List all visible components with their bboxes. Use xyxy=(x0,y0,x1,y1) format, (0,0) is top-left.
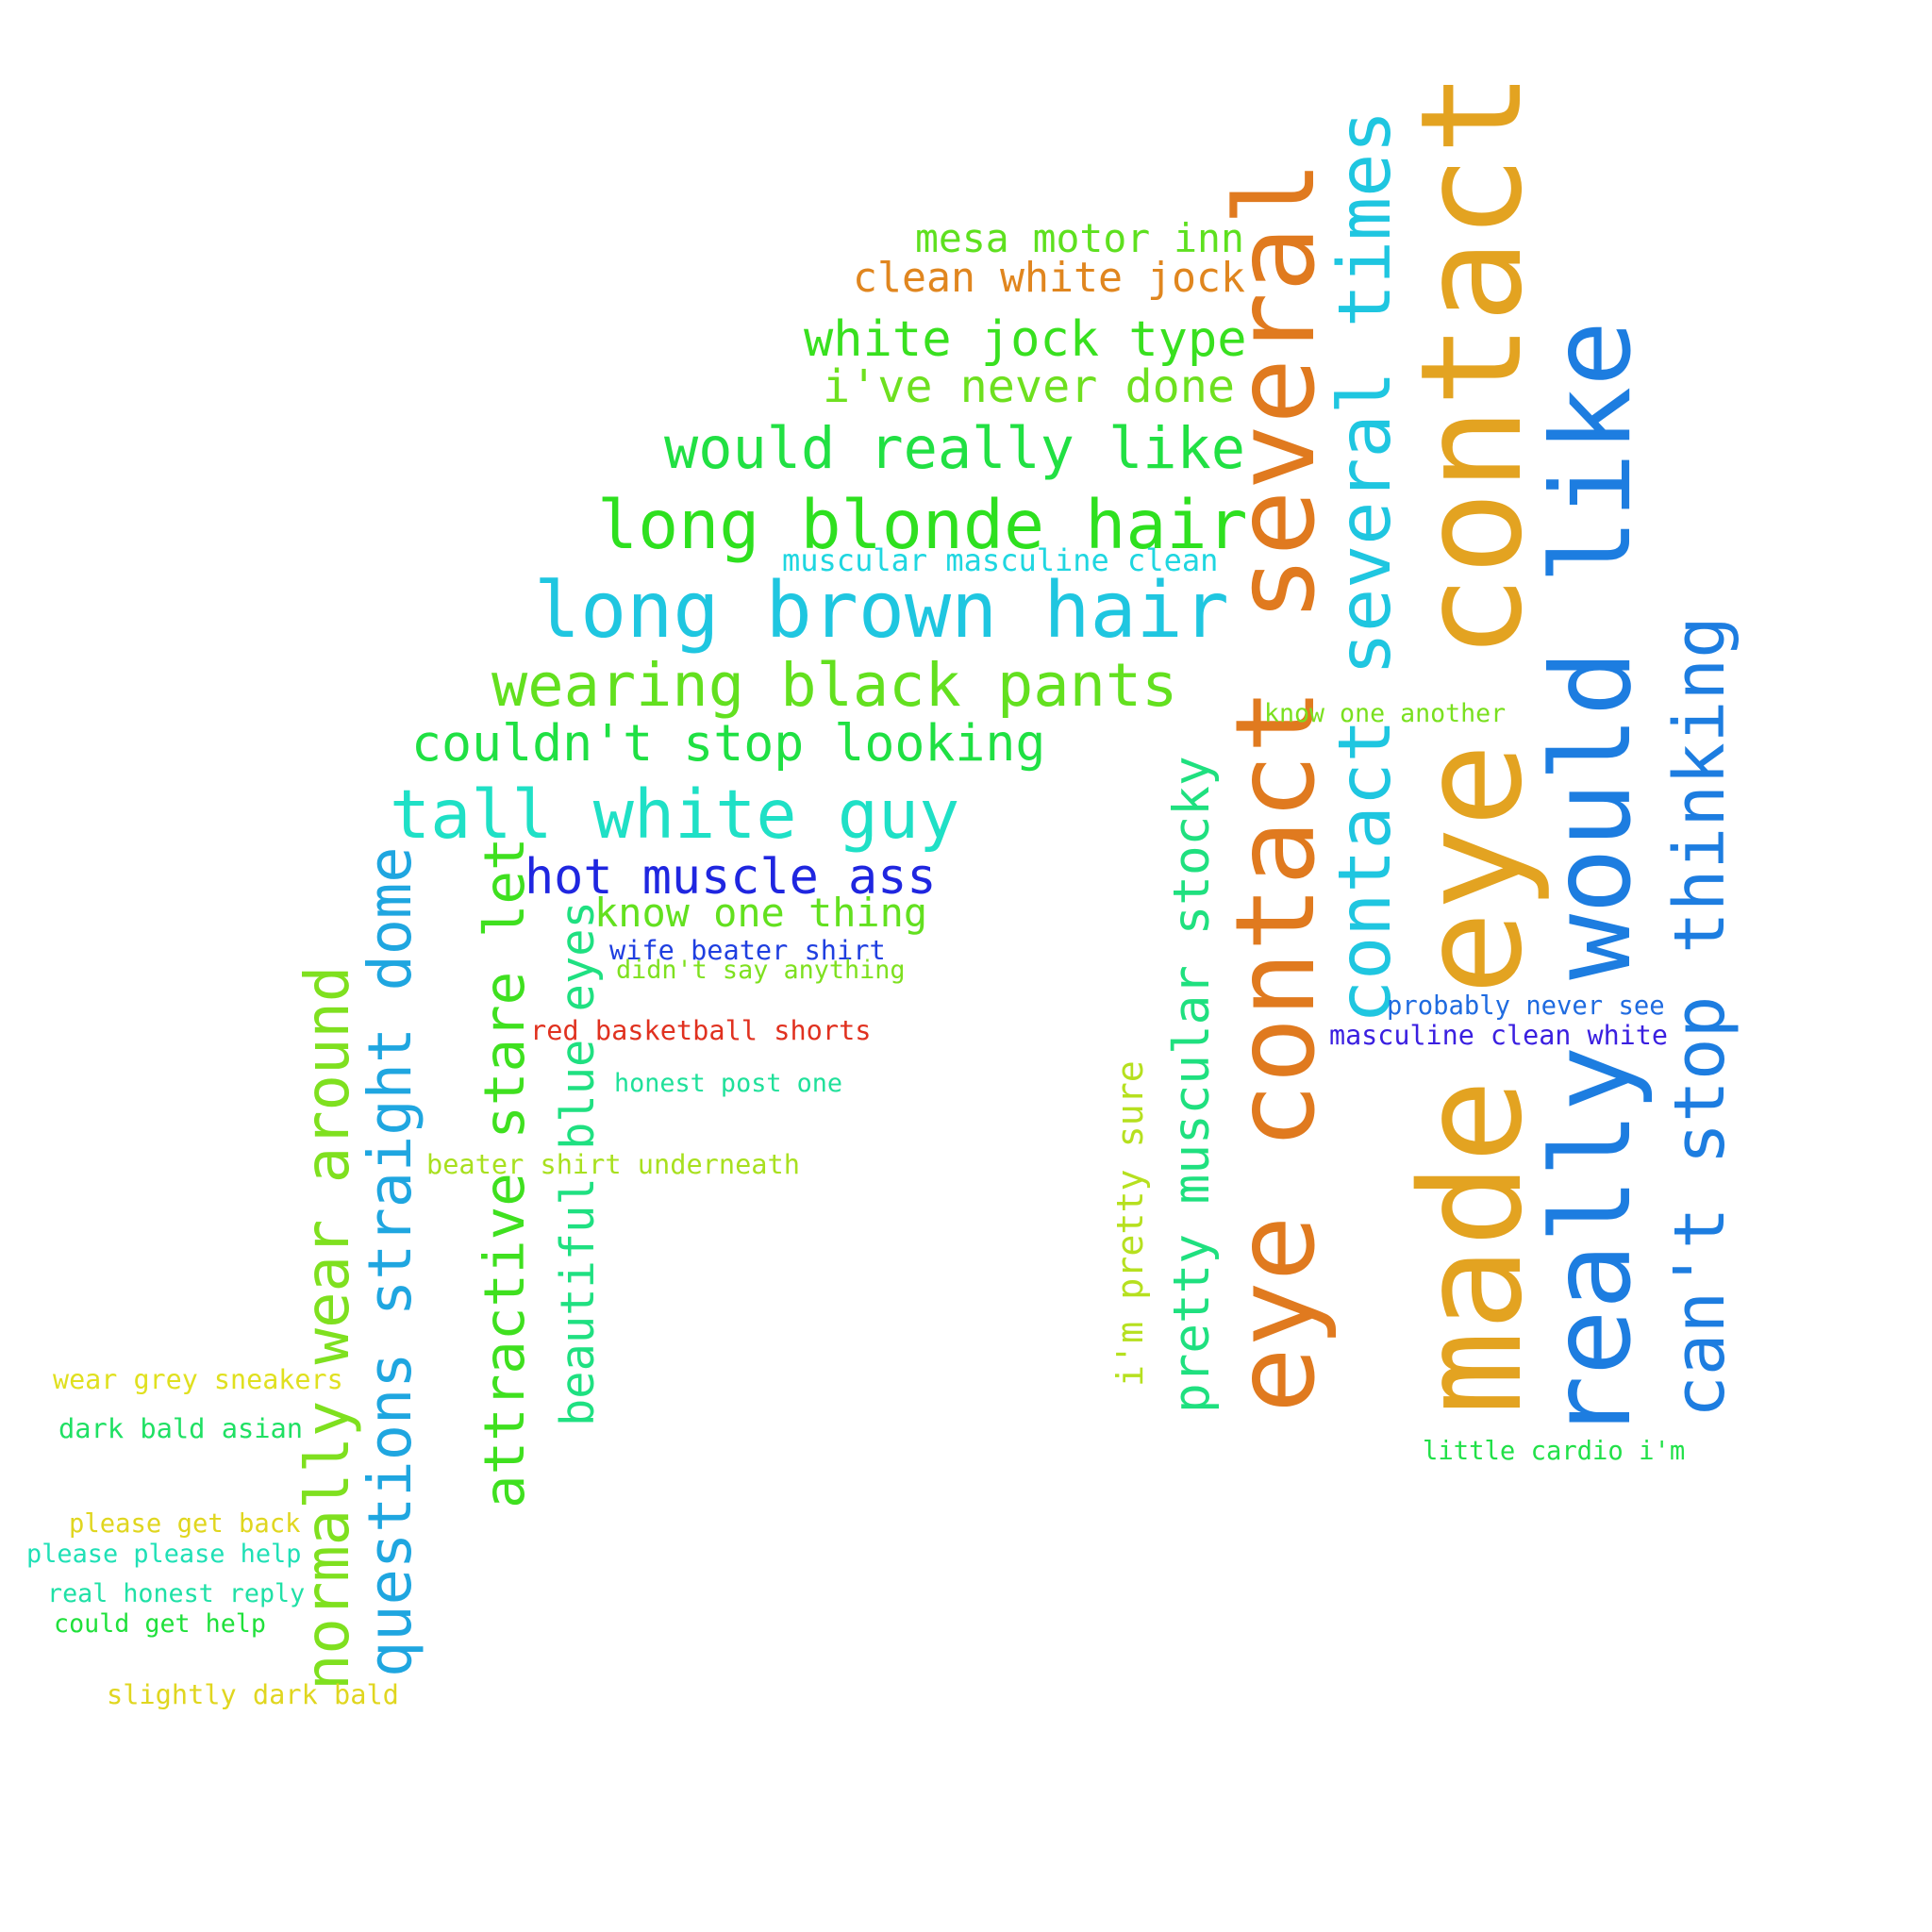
word-normally-wear-around: normally wear around xyxy=(293,965,363,1690)
word-little-cardio-im: little cardio i'm xyxy=(1423,1437,1686,1467)
word-slightly-dark-bald: slightly dark bald xyxy=(107,1677,399,1710)
word-real-honest-reply: real honest reply xyxy=(47,1578,306,1608)
word-beater-shirt-underneath: beater shirt underneath xyxy=(426,1147,800,1180)
word-please-please-help: please please help xyxy=(26,1539,302,1569)
word-red-basketball-shorts: red basketball shorts xyxy=(530,1013,872,1046)
word-could-get-help: could get help xyxy=(54,1608,266,1639)
word-long-brown-hair: long brown hair xyxy=(534,566,1229,657)
word-white-jock-type: white jock type xyxy=(804,310,1247,368)
word-please-get-back: please get back xyxy=(69,1509,301,1540)
word-clean-white-jock: clean white jock xyxy=(853,255,1246,303)
word-probably-never-see: probably never see xyxy=(1387,991,1665,1021)
word-muscular-masculine-clean: muscular masculine clean xyxy=(782,542,1219,578)
word-ive-never-done: i've never done xyxy=(823,359,1236,413)
word-im-pretty-sure: i'm pretty sure xyxy=(1109,1060,1152,1387)
word-cant-stop-thinking: can't stop thinking xyxy=(1658,616,1740,1418)
word-masculine-clean-white: masculine clean white xyxy=(1329,1020,1668,1052)
word-tall-white-guy: tall white guy xyxy=(390,774,960,855)
word-dark-bald-asian: dark bald asian xyxy=(58,1411,304,1444)
word-long-blonde-hair: long blonde hair xyxy=(597,486,1248,565)
word-didnt-say-anything: didn't say anything xyxy=(616,955,906,985)
word-wearing-black-pants: wearing black pants xyxy=(491,650,1178,721)
word-made-eye-contact: made eye contact xyxy=(1391,71,1553,1415)
word-would-really-like: would really like xyxy=(664,416,1246,483)
word-wear-grey-sneakers: wear grey sneakers xyxy=(53,1363,343,1395)
word-mesa-motor-inn: mesa motor inn xyxy=(915,216,1244,262)
word-contact-several-times: contact several times xyxy=(1324,109,1407,1024)
word-know-one-another: know one another xyxy=(1264,698,1507,728)
word-questions-straight-dome: questions straight dome xyxy=(355,846,425,1677)
word-honest-post-one: honest post one xyxy=(614,1068,842,1098)
word-hot-muscle-ass: hot muscle ass xyxy=(525,849,937,907)
word-couldnt-stop-looking: couldn't stop looking xyxy=(411,714,1046,774)
word-wife-beater-shirt: wife beater shirt xyxy=(609,933,886,966)
word-pretty-muscular-stocky: pretty muscular stocky xyxy=(1163,756,1221,1413)
word-know-one-thing: know one thing xyxy=(594,890,928,937)
word-really-would-like: really would like xyxy=(1528,320,1656,1441)
